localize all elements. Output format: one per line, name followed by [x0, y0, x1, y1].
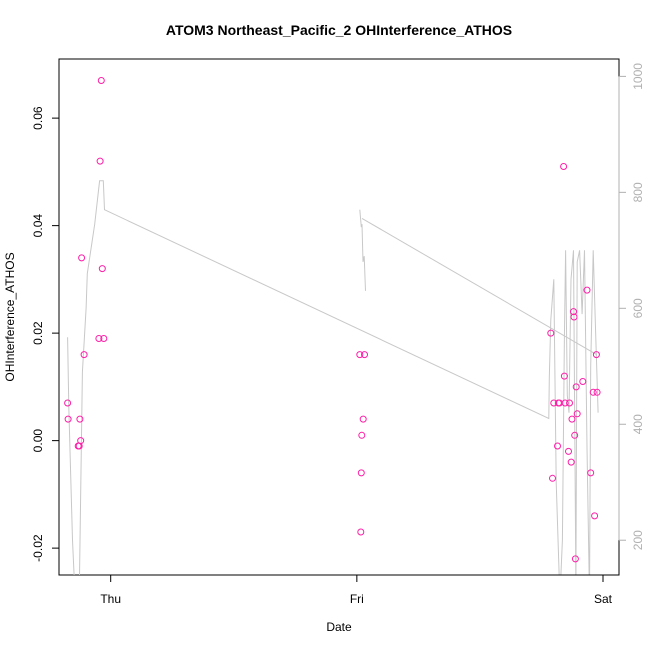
data-point	[78, 254, 86, 262]
data-point	[77, 437, 85, 445]
data-point	[583, 286, 591, 294]
data-point	[593, 388, 601, 396]
data-point	[571, 431, 579, 439]
data-point	[587, 469, 595, 477]
y-axis-label: OHInterference_ATHOS	[3, 252, 17, 381]
data-point	[573, 410, 581, 418]
x-axis-label: Date	[326, 620, 352, 634]
y-right-tick-label: 600	[631, 298, 645, 318]
data-point	[589, 388, 597, 396]
x-axis: Thu Fri Sat	[100, 574, 613, 606]
data-point	[100, 335, 108, 342]
data-point	[579, 378, 587, 385]
data-point	[547, 329, 555, 337]
y-right-tick-label: 800	[631, 182, 645, 202]
x-tick-label: Fri	[350, 592, 364, 606]
x-tick-label: Thu	[100, 592, 121, 606]
y-right-tick-label: 400	[631, 414, 645, 434]
data-point	[554, 442, 561, 450]
y-tick-label: 0.06	[31, 106, 45, 130]
data-point	[64, 415, 72, 423]
plot-frame	[58, 58, 620, 576]
data-point	[357, 469, 365, 477]
pressure-line-segment	[361, 224, 366, 291]
data-point	[357, 528, 365, 536]
data-point	[561, 399, 569, 407]
data-point	[361, 351, 368, 359]
data-point	[566, 399, 573, 407]
data-point	[97, 77, 105, 84]
pressure-line-layer	[67, 180, 599, 575]
y-tick-label: 0.04	[31, 214, 45, 238]
y-tick-label: 0.02	[31, 321, 45, 345]
data-point	[571, 555, 579, 563]
y-axis-left: -0.02 0.00 0.02 0.04 0.06	[31, 106, 60, 562]
data-point	[565, 447, 572, 455]
data-point	[358, 431, 366, 439]
y-tick-label: -0.02	[31, 534, 45, 562]
data-point	[592, 351, 600, 359]
data-point	[591, 512, 599, 520]
data-point	[567, 458, 575, 466]
data-point	[549, 474, 556, 482]
data-point	[76, 415, 84, 423]
y-axis-right: 200 400 600 800 1000	[618, 63, 645, 550]
data-point	[356, 351, 364, 359]
pressure-line	[67, 180, 599, 575]
data-point	[96, 157, 104, 165]
chart-title: ATOM3 Northeast_Pacific_2 OHInterference…	[166, 22, 512, 38]
data-point	[560, 372, 568, 380]
data-point	[64, 399, 72, 407]
data-point	[572, 383, 580, 391]
data-point	[568, 415, 576, 423]
pressure-line-segment	[361, 217, 598, 356]
data-points-layer	[64, 77, 601, 563]
y-right-tick-label: 1000	[631, 63, 645, 90]
data-point	[359, 415, 367, 423]
data-point	[570, 313, 578, 321]
y-tick-label: 0.00	[31, 429, 45, 453]
data-point	[80, 351, 88, 359]
data-point	[95, 335, 103, 342]
data-point	[98, 265, 106, 273]
x-tick-label: Sat	[594, 592, 613, 606]
data-point	[560, 163, 568, 170]
y-right-tick-label: 200	[631, 530, 645, 550]
data-point	[570, 308, 577, 316]
